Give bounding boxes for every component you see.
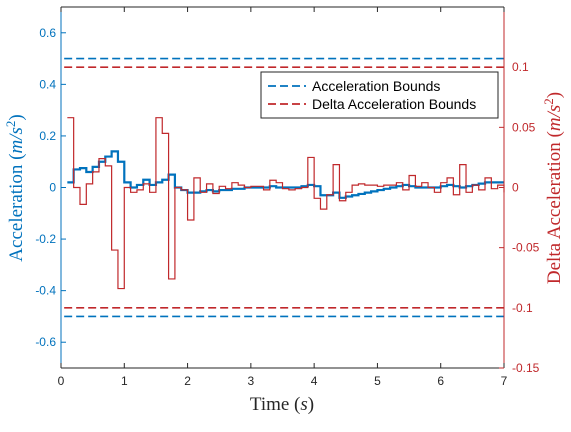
y-tick-label-left: -0.6 [35,335,56,349]
y-axis-label-left: Acceleration (m/s2) [3,114,27,261]
y-tick-label-left: -0.4 [35,284,56,298]
y-tick-label-right: -0.1 [512,301,533,315]
series-layer [67,117,505,290]
y-tick-label-left: 0.2 [39,129,56,143]
x-tick-label: 6 [437,374,444,388]
x-axis-label: Time (s) [250,394,314,415]
bounds-layer [64,57,504,318]
y-tick-label-right: 0 [512,181,519,195]
ticks-layer: 0 1 2 3 4 5 6 7 0.6 0.4 0.2 0 -0.2 -0.4 -0.6 0.1 0.05 0 -0… [35,7,540,388]
x-tick-label: 0 [58,374,65,388]
y-axis-label-right: Delta Acceleration (m/s2) [541,92,565,284]
x-tick-label: 1 [121,374,128,388]
x-tick-label: 3 [248,374,255,388]
y-tick-label-right: -0.05 [512,241,540,255]
x-tick-label: 2 [184,374,191,388]
y-tick-label-right: 0.1 [512,60,529,74]
y-tick-label-right: -0.15 [512,361,540,375]
y-tick-label-right: 0.05 [512,120,536,134]
y-tick-label-left: 0 [49,181,56,195]
legend-box [260,71,499,119]
delta-acceleration-stairs-line [67,117,505,290]
legend: Acceleration Bounds Delta Acceleration B… [260,71,499,119]
y-tick-label-left: -0.2 [35,232,56,246]
x-tick-label: 5 [374,374,381,388]
y-tick-label-left: 0.4 [39,77,56,91]
legend-label-acceleration-bounds: Acceleration Bounds [312,78,440,94]
x-tick-label: 7 [501,374,508,388]
x-tick-label: 4 [311,374,318,388]
legend-label-delta-acceleration-bounds: Delta Acceleration Bounds [312,96,476,112]
y-tick-label-left: 0.6 [39,26,56,40]
